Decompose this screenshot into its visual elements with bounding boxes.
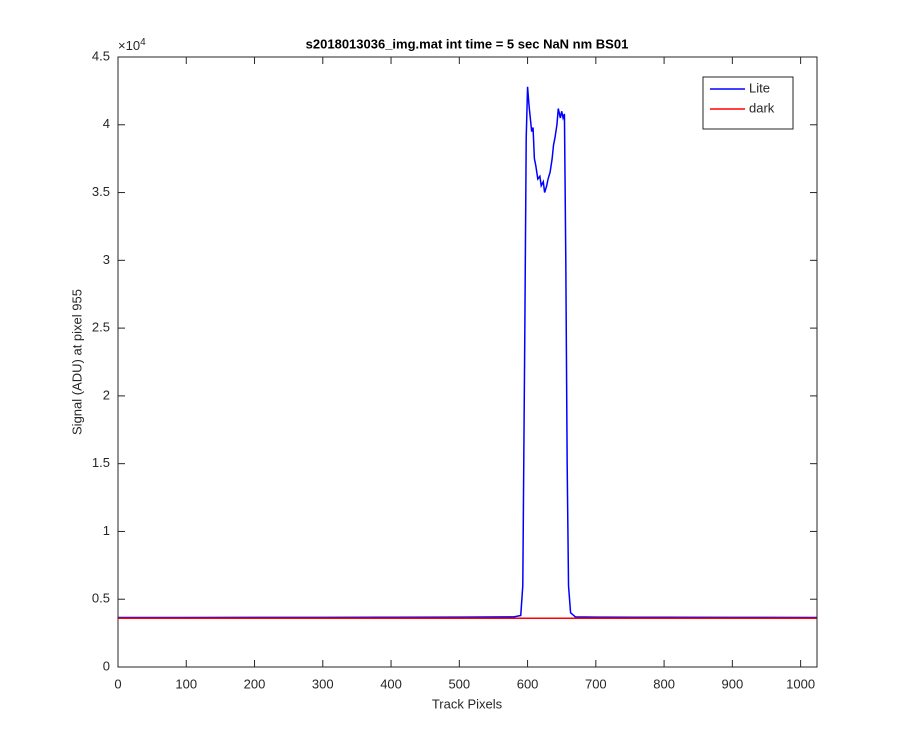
y-tick-label: 3 [103, 252, 110, 267]
legend-label: Lite [749, 80, 770, 95]
x-tick-label: 900 [722, 676, 744, 691]
chart-title: s2018013036_img.mat int time = 5 sec NaN… [306, 36, 629, 51]
y-scale-factor: ×104 [118, 37, 146, 54]
x-tick-label: 200 [244, 676, 266, 691]
y-tick-label: 0 [103, 658, 110, 673]
y-tick-label: 4.5 [92, 48, 110, 63]
y-scale-base: ×10 [118, 38, 140, 53]
y-tick-label: 2 [103, 387, 110, 402]
y-tick-label: 3.5 [92, 184, 110, 199]
axes-box [117, 56, 818, 668]
x-tick-label: 800 [653, 676, 675, 691]
legend-box [702, 76, 794, 130]
x-tick-label: 0 [114, 676, 121, 691]
x-tick-label: 700 [585, 676, 607, 691]
y-tick-label: 4 [103, 116, 110, 131]
y-tick-label: 0.5 [92, 591, 110, 606]
x-tick-label: 500 [448, 676, 470, 691]
x-tick-label: 600 [517, 676, 539, 691]
x-axis-label: Track Pixels [432, 696, 503, 711]
x-tick-label: 400 [380, 676, 402, 691]
x-tick-label: 300 [312, 676, 334, 691]
y-axis-label: Signal (ADU) at pixel 955 [69, 289, 84, 435]
y-tick-label: 1 [103, 523, 110, 538]
x-tick-label: 100 [175, 676, 197, 691]
y-tick-label: 1.5 [92, 455, 110, 470]
y-scale-power: 4 [140, 37, 146, 48]
data-line [118, 86, 818, 619]
y-tick-label: 2.5 [92, 320, 110, 335]
legend-label: dark [749, 100, 775, 115]
x-tick-label: 1000 [786, 676, 815, 691]
